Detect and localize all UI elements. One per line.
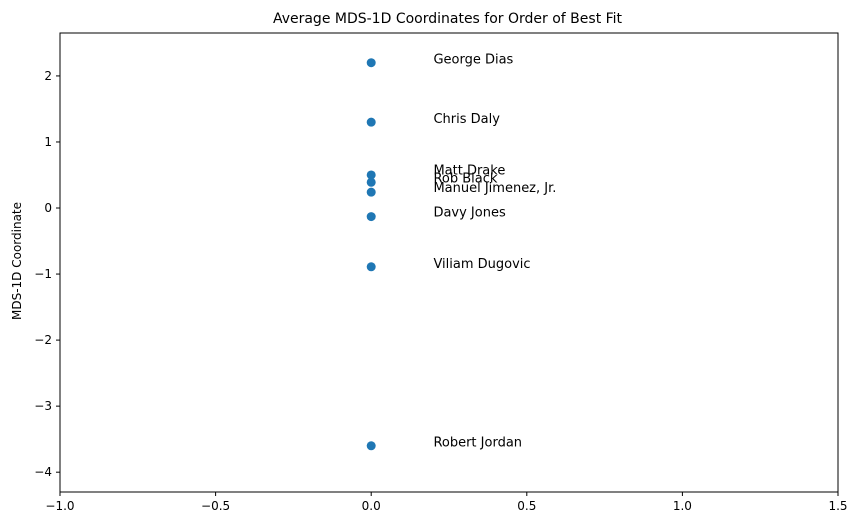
x-tick-label: −1.0	[45, 499, 74, 513]
y-tick-label: −4	[34, 465, 52, 479]
y-tick-label: −1	[34, 267, 52, 281]
point-label: Chris Daly	[433, 112, 500, 127]
x-tick-label: 0.5	[517, 499, 536, 513]
x-tick-label: 0.0	[362, 499, 381, 513]
x-tick-label: 1.0	[673, 499, 692, 513]
x-tick-label: −0.5	[201, 499, 230, 513]
data-point	[366, 170, 376, 180]
plot-frame	[59, 32, 839, 493]
data-point	[366, 187, 376, 197]
y-tick-label: 0	[44, 201, 52, 215]
y-axis-label: MDS-1D Coordinate	[10, 202, 24, 320]
y-tick-label: 1	[44, 135, 52, 149]
data-point	[366, 177, 376, 187]
data-points	[366, 58, 376, 451]
data-point	[366, 58, 376, 68]
y-tick-label: −2	[34, 333, 52, 347]
point-label: Davy Jones	[433, 206, 506, 221]
y-tick-label: 2	[44, 69, 52, 83]
data-point	[366, 117, 376, 127]
point-label: Manuel Jimenez, Jr.	[433, 181, 556, 196]
y-tick-label: −3	[34, 399, 52, 413]
data-point	[366, 441, 376, 451]
point-label: Robert Jordan	[433, 435, 522, 450]
chart-title: Average MDS-1D Coordinates for Order of …	[273, 11, 623, 27]
axis-ticks: −1.0 −0.5 0.0 0.5 1.0 1.5 2 1 0 −1 −2 −3 −4	[34, 69, 847, 513]
point-label: Matt Drake	[433, 163, 505, 178]
point-label: Viliam Dugovic	[433, 257, 530, 272]
point-label: Rob Black	[433, 171, 497, 186]
data-point	[366, 262, 376, 272]
point-label: George Dias	[433, 52, 513, 67]
x-tick-label: 1.5	[828, 499, 847, 513]
data-point	[366, 212, 376, 222]
